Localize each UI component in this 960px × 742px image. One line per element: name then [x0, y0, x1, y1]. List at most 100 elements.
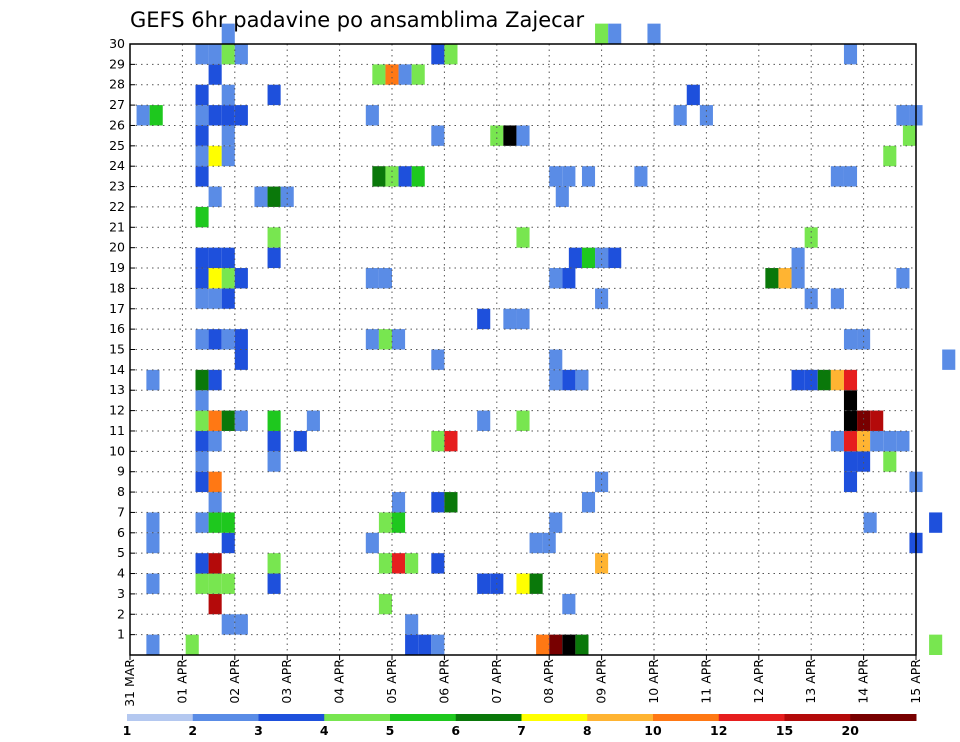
heatmap-cell: [234, 268, 248, 289]
heatmap-cells: [136, 23, 956, 655]
heatmap-cell: [843, 369, 858, 391]
heatmap-cell: [195, 105, 209, 126]
x-tick-label: 02 APR: [227, 659, 242, 704]
heatmap-cell: [477, 410, 491, 431]
x-tick-label: 13 APR: [803, 659, 818, 704]
y-tick-label: 29: [109, 56, 125, 71]
heatmap-cell: [444, 492, 458, 513]
heatmap-cell: [146, 532, 160, 554]
heatmap-cell: [195, 268, 209, 289]
heatmap-cell: [280, 186, 294, 207]
heatmap-cell: [221, 84, 235, 106]
heatmap-cell: [398, 64, 412, 85]
y-tick-label: 25: [109, 138, 125, 153]
heatmap-cell: [791, 369, 805, 391]
y-tick-label: 16: [109, 321, 125, 336]
heatmap-cell: [562, 268, 576, 289]
y-tick-label: 24: [109, 158, 125, 173]
heatmap-cell: [857, 329, 871, 350]
heatmap-cell: [221, 512, 235, 533]
heatmap-cell: [195, 125, 209, 146]
heatmap-cell: [267, 84, 281, 106]
heatmap-cell: [549, 166, 563, 187]
x-tick-label: 10 APR: [646, 659, 661, 704]
heatmap-cell: [136, 105, 150, 126]
y-tick-label: 1: [117, 627, 125, 642]
y-tick-label: 27: [109, 97, 125, 112]
chart-title: GEFS 6hr padavine po ansamblima Zajecar: [130, 8, 585, 32]
heatmap-cell: [267, 186, 281, 207]
heatmap-cell: [791, 268, 805, 289]
heatmap-cell: [595, 288, 609, 309]
heatmap-cell: [267, 553, 281, 574]
heatmap-cell: [431, 492, 445, 513]
heatmap-cell: [431, 125, 445, 146]
heatmap-cell: [146, 512, 160, 533]
heatmap-cell: [378, 553, 392, 574]
heatmap-cell: [208, 573, 222, 594]
y-tick-label: 8: [117, 484, 125, 499]
colorbar-segment: [850, 714, 917, 721]
y-tick-label: 2: [117, 606, 125, 621]
colorbar-label: 15: [776, 723, 793, 738]
heatmap-cell: [804, 288, 818, 309]
y-tick-label: 18: [109, 280, 125, 295]
y-tick-label: 21: [109, 219, 125, 234]
heatmap-cell: [221, 573, 235, 594]
heatmap-cell: [673, 105, 687, 126]
heatmap-cell: [896, 105, 910, 126]
heatmap-cell: [503, 125, 517, 146]
heatmap-cell: [843, 410, 858, 431]
heatmap-cell: [608, 23, 622, 44]
heatmap-cell: [562, 369, 576, 391]
x-tick-label: 03 APR: [279, 659, 294, 704]
heatmap-cell: [195, 145, 209, 167]
heatmap-cell: [195, 471, 209, 493]
heatmap-cell: [791, 247, 805, 269]
y-tick-label: 9: [117, 464, 125, 479]
heatmap-cell: [503, 308, 517, 330]
heatmap-cell: [372, 166, 386, 187]
heatmap-cell: [562, 593, 576, 615]
heatmap-cell: [843, 329, 858, 350]
x-tick-label: 11 APR: [698, 659, 713, 704]
heatmap-cell: [870, 410, 884, 431]
colorbar: 1 2 3 4 5 6 7 8 10 12 15 20: [123, 714, 917, 738]
heatmap-cell: [595, 553, 609, 574]
heatmap-cell: [208, 492, 222, 513]
heatmap-cell: [896, 430, 910, 452]
heatmap-cell: [405, 553, 419, 574]
heatmap-cell: [929, 634, 943, 655]
heatmap-cell: [195, 84, 209, 106]
heatmap-cell: [208, 247, 222, 269]
heatmap-cell: [365, 532, 379, 554]
y-tick-label: 10: [109, 443, 125, 458]
heatmap-cell: [392, 553, 406, 574]
heatmap-cell: [306, 410, 320, 431]
heatmap-cell: [365, 268, 379, 289]
heatmap-cell: [883, 451, 897, 472]
heatmap-cell: [883, 145, 897, 167]
heatmap-cell: [195, 553, 209, 574]
heatmap-cell: [581, 166, 596, 187]
x-tick-label: 09 APR: [594, 659, 609, 704]
heatmap-cell: [208, 186, 222, 207]
y-tick-label: 4: [117, 566, 125, 581]
y-tick-label: 28: [109, 77, 125, 92]
heatmap-cell: [843, 451, 858, 472]
heatmap-cell: [221, 23, 235, 44]
heatmap-cell: [431, 634, 445, 655]
heatmap-cell: [431, 553, 445, 574]
heatmap-cell: [221, 44, 235, 65]
heatmap-cell: [686, 84, 700, 106]
heatmap-cell: [267, 410, 281, 431]
heatmap-cell: [595, 471, 609, 493]
colorbar-segment: [653, 714, 720, 721]
colorbar-segment: [521, 714, 588, 721]
colorbar-segment: [390, 714, 457, 721]
y-tick-label: 22: [109, 199, 125, 214]
heatmap-cell: [857, 451, 871, 472]
colorbar-label: 2: [188, 723, 197, 738]
heatmap-cell: [365, 105, 379, 126]
x-tick-label: 05 APR: [384, 659, 399, 704]
